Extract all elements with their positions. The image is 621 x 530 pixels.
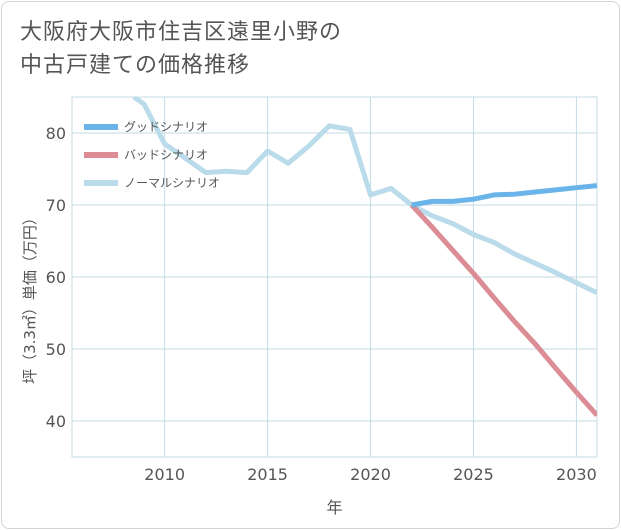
- legend-label-bad: バッドシナリオ: [124, 148, 208, 162]
- x-tick-label-2010: 2010: [144, 465, 185, 484]
- x-axis-title: 年: [326, 498, 342, 517]
- y-axis-title: 坪（3.3㎡）単価（万円）: [21, 210, 39, 384]
- series-line-good: [411, 183, 597, 208]
- legend-label-normal: ノーマルシナリオ: [124, 176, 220, 190]
- title-line-1: 大阪府大阪市住吉区遠里小野の: [20, 20, 343, 45]
- x-tick-label-2015: 2015: [247, 465, 288, 484]
- x-tick-label-2020: 2020: [350, 465, 391, 484]
- chart-title: 大阪府大阪市住吉区遠里小野の 中古戸建ての価格推移: [20, 16, 342, 82]
- title-line-2: 中古戸建ての価格推移: [20, 53, 251, 78]
- y-tick-label-80: 80: [46, 124, 66, 143]
- y-tick-label-40: 40: [46, 412, 66, 431]
- y-tick-label-50: 50: [46, 340, 66, 359]
- x-tick-label-2025: 2025: [453, 465, 494, 484]
- legend-label-good: グッドシナリオ: [124, 120, 208, 134]
- y-tick-label-70: 70: [46, 196, 66, 215]
- x-tick-label-2030: 2030: [556, 465, 597, 484]
- series-line-bad: [409, 203, 597, 417]
- y-tick-label-60: 60: [46, 268, 66, 287]
- series-line-normal: [132, 97, 597, 296]
